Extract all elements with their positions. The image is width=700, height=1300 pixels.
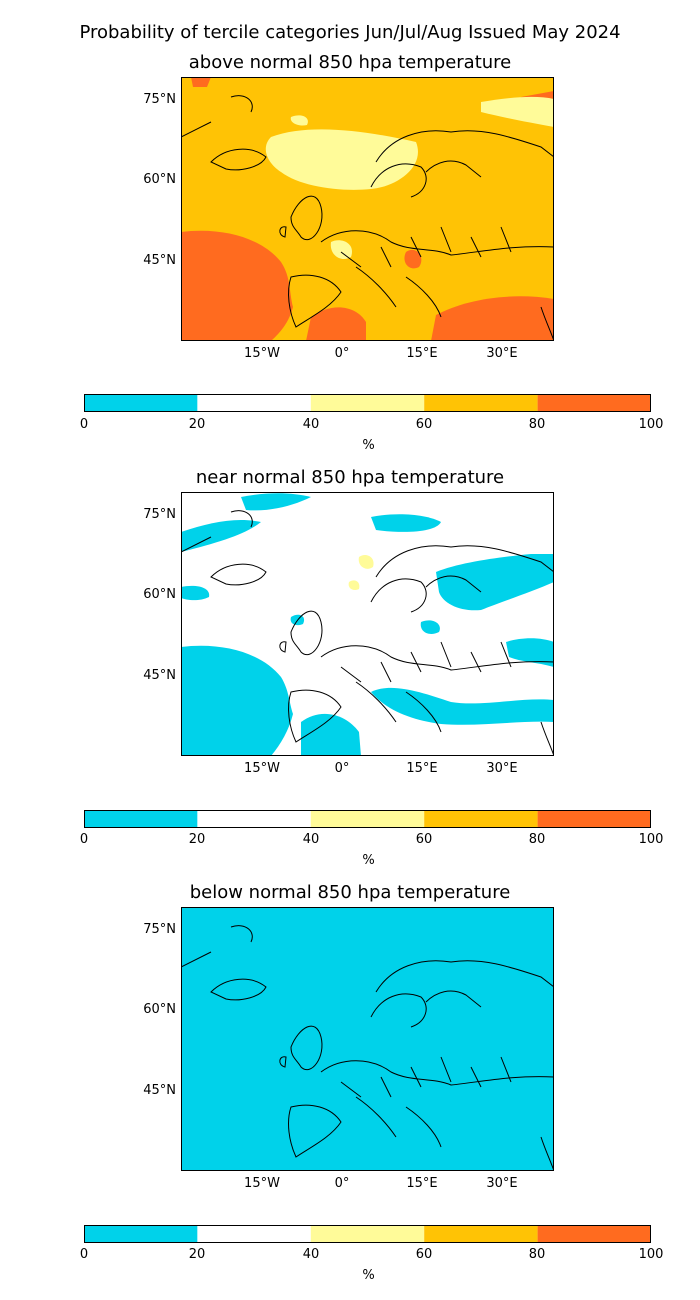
figure-title: Probability of tercile categories Jun/Ju… [79,22,621,43]
cbar-tick-80: 80 [528,1247,546,1262]
colorbar-above-normal [84,394,651,412]
lat-tick-60n: 60°N [143,587,176,602]
map-below-normal [181,907,554,1171]
lat-tick-45n: 45°N [143,1083,176,1098]
lat-tick-45n: 45°N [143,668,176,683]
lon-tick-0: 0° [334,346,350,361]
lon-tick-15e: 15°E [406,1176,438,1191]
lon-tick-15e: 15°E [406,761,438,776]
colorbar-near-normal [84,810,651,828]
cbar-tick-100: 100 [638,417,664,432]
colorbar-below-normal [84,1225,651,1243]
cbar-tick-60: 60 [415,417,433,432]
cbar-tick-100: 100 [638,1247,664,1262]
lon-tick-0: 0° [334,1176,350,1191]
cbar-tick-100: 100 [638,832,664,847]
lon-tick-30e: 30°E [486,346,518,361]
cbar-tick-0: 0 [79,417,89,432]
cbar-tick-60: 60 [415,832,433,847]
cbar-tick-40: 40 [302,417,320,432]
map-near-normal [181,492,554,756]
lon-tick-15w: 15°W [244,1176,280,1191]
cbar-tick-20: 20 [188,832,206,847]
cbar-tick-40: 40 [302,832,320,847]
cbar-tick-40: 40 [302,1247,320,1262]
cbar-unit-label: % [362,853,375,868]
lat-tick-60n: 60°N [143,1002,176,1017]
panel-title-above-normal: above normal 850 hpa temperature [188,52,512,73]
lon-tick-15w: 15°W [244,346,280,361]
lon-tick-15w: 15°W [244,761,280,776]
lat-tick-45n: 45°N [143,253,176,268]
lon-tick-15e: 15°E [406,346,438,361]
lat-tick-60n: 60°N [143,172,176,187]
cbar-tick-20: 20 [188,417,206,432]
panel-title-below-normal: below normal 850 hpa temperature [189,882,511,903]
cbar-tick-0: 0 [79,1247,89,1262]
lat-tick-75n: 75°N [143,92,176,107]
panel-title-near-normal: near normal 850 hpa temperature [195,467,505,488]
lon-tick-0: 0° [334,761,350,776]
cbar-unit-label: % [362,1268,375,1283]
cbar-tick-80: 80 [528,832,546,847]
cbar-tick-20: 20 [188,1247,206,1262]
lon-tick-30e: 30°E [486,761,518,776]
lon-tick-30e: 30°E [486,1176,518,1191]
lat-tick-75n: 75°N [143,922,176,937]
cbar-unit-label: % [362,438,375,453]
map-above-normal [181,77,554,341]
cbar-tick-60: 60 [415,1247,433,1262]
cbar-tick-80: 80 [528,417,546,432]
lat-tick-75n: 75°N [143,507,176,522]
cbar-tick-0: 0 [79,832,89,847]
